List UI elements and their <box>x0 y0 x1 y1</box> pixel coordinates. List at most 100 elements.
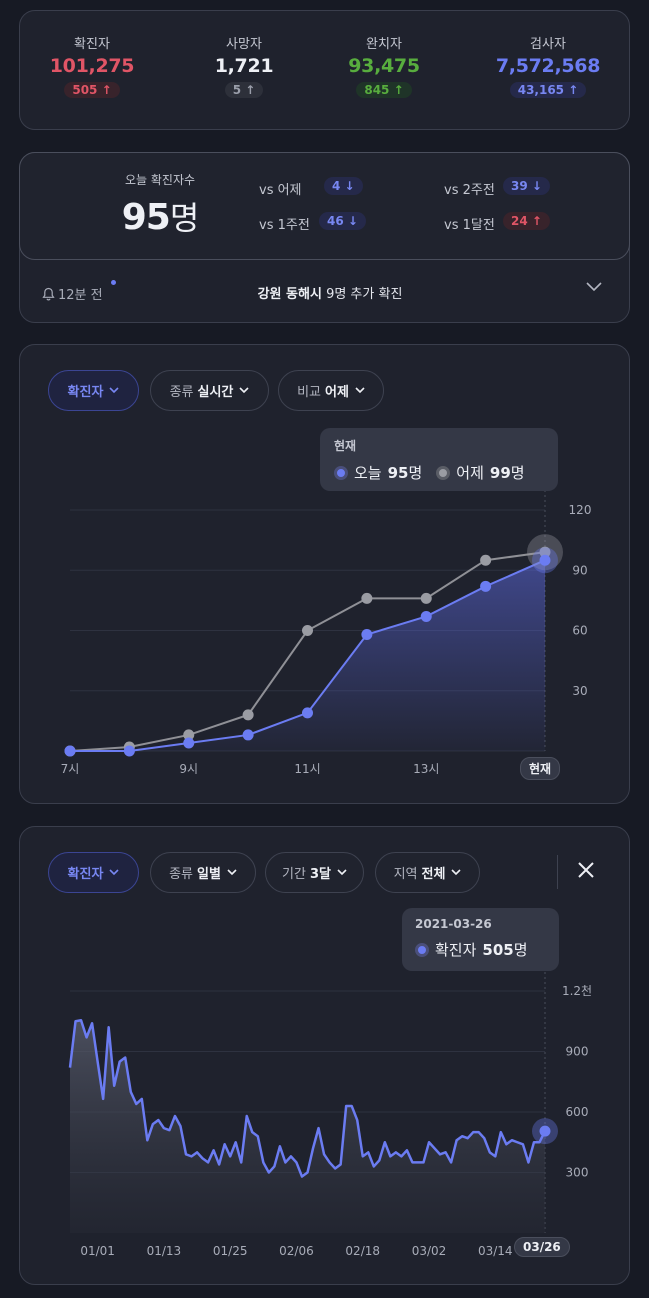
stat-recovered[interactable]: 완치자 93,475 845 ↑ <box>309 33 459 98</box>
compare-label-1week: vs 1주전 <box>259 218 310 233</box>
compare-badge-2weeks: 39 ↓ <box>503 177 550 195</box>
x-tick-label: 11시 <box>294 762 320 776</box>
stat-value: 7,572,568 <box>495 55 601 77</box>
hourly-tooltip: 현재 오늘 95 명 어제 99 명 <box>320 428 558 491</box>
today-point <box>480 580 492 592</box>
tooltip-title: 현재 <box>334 439 357 453</box>
y-tick-label: 60 <box>572 624 587 638</box>
x-axis-current-label: 03/26 <box>514 1237 570 1257</box>
compare-badge-yesterday: 4 ↓ <box>324 177 363 195</box>
stat-value: 93,475 <box>348 55 420 77</box>
tooltip-row: 오늘 95 명 어제 99 명 <box>334 462 544 483</box>
chevron-down-icon[interactable] <box>585 280 603 292</box>
chevron-down-icon <box>355 387 365 394</box>
yesterday-point <box>361 592 373 604</box>
news-time: 12분 전 <box>42 284 103 303</box>
filter-type-dropdown[interactable]: 종류 실시간 <box>150 370 269 411</box>
today-summary-card: 오늘 확진자수 95명 vs 어제 4 ↓ vs 2주전 39 ↓ vs 1주전… <box>19 152 630 323</box>
stat-tested[interactable]: 검사자 7,572,568 43,165 ↑ <box>473 33 623 98</box>
close-icon[interactable] <box>576 860 596 880</box>
stats-summary-card: 확진자 101,275 505 ↑ 사망자 1,721 5 ↑ 완치자 93,4… <box>19 10 630 130</box>
chevron-down-icon <box>109 869 120 876</box>
news-headline[interactable]: 강원 동해시 9명 추가 확진 <box>257 287 403 302</box>
stat-label: 완치자 <box>366 37 402 52</box>
today-point <box>183 737 195 749</box>
chevron-down-icon <box>239 387 249 394</box>
y-tick-label: 900 <box>566 1045 589 1059</box>
chevron-down-icon <box>337 869 347 876</box>
stat-delta-badge: 5 ↑ <box>224 82 264 98</box>
y-tick-label: 90 <box>572 563 587 577</box>
x-tick-label: 9시 <box>179 762 198 776</box>
y-tick-label: 600 <box>566 1105 589 1119</box>
x-tick-label: 01/01 <box>80 1244 115 1258</box>
hourly-line-chart[interactable]: 120 90 60 30 7시 9시 11시 13시 <box>20 345 631 805</box>
x-tick-label: 03/02 <box>412 1244 447 1258</box>
today-label: 오늘 확진자수 <box>124 173 196 187</box>
stat-value: 101,275 <box>49 55 135 77</box>
yesterday-point <box>302 625 313 636</box>
compare-label-yesterday: vs 어제 <box>259 183 302 198</box>
new-indicator-dot <box>111 280 116 285</box>
compare-badge-1week: 46 ↓ <box>319 212 366 230</box>
today-point <box>123 745 135 757</box>
daily-tooltip: 2021-03-26 확진자 505 명 <box>402 908 559 971</box>
daily-chart-card: 확진자 종류 일별 기간 3달 지역 전체 1.2천 900 600 300 01/01… <box>19 826 630 1285</box>
x-tick-label: 02/18 <box>345 1244 380 1258</box>
yesterday-point <box>539 546 551 558</box>
chevron-down-icon <box>451 869 461 876</box>
today-series-dot <box>334 465 348 480</box>
today-count-panel: 오늘 확진자수 95명 vs 어제 4 ↓ vs 2주전 39 ↓ vs 1주전… <box>19 152 630 260</box>
x-tick-label: 03/14 <box>478 1244 513 1258</box>
today-point <box>64 745 76 757</box>
stat-delta-badge: 505 ↑ <box>64 82 120 98</box>
arrow-up-icon: ↑ <box>568 83 579 97</box>
today-point <box>242 729 254 741</box>
x-tick-label: 02/06 <box>279 1244 314 1258</box>
arrow-down-icon: ↓ <box>347 214 358 228</box>
arrow-up-icon: ↑ <box>393 83 404 97</box>
stat-label: 사망자 <box>226 37 262 52</box>
filter-metric-dropdown[interactable]: 확진자 <box>48 370 139 411</box>
current-point <box>539 1125 551 1137</box>
x-axis-current-label: 현재 <box>520 757 561 780</box>
x-tick-label: 01/13 <box>147 1244 182 1258</box>
stat-value: 1,721 <box>214 55 274 77</box>
daily-line <box>68 1018 547 1178</box>
compare-label-2weeks: vs 2주전 <box>444 183 495 198</box>
hourly-chart-card: 확진자 종류 실시간 비교 어제 120 90 60 30 7시 9시 11시 13시 현재 … <box>19 344 630 804</box>
filter-period-dropdown[interactable]: 기간 3달 <box>265 852 364 893</box>
daily-area <box>70 1020 545 1233</box>
yesterday-point <box>242 709 254 721</box>
stat-label: 검사자 <box>530 37 566 52</box>
stat-label: 확진자 <box>74 37 110 52</box>
tooltip-row: 확진자 505 명 <box>415 939 546 960</box>
x-tick-label: 7시 <box>61 762 80 776</box>
today-point <box>539 554 551 566</box>
daily-area-chart[interactable]: 1.2천 900 600 300 01/01 01/13 01/25 02/06 02/18 03… <box>20 827 631 1286</box>
bell-icon <box>42 287 55 301</box>
filter-compare-dropdown[interactable]: 비교 어제 <box>278 370 384 411</box>
filter-region-dropdown[interactable]: 지역 전체 <box>375 852 480 893</box>
yesterday-series-dot <box>436 465 451 480</box>
filter-metric-dropdown[interactable]: 확진자 <box>48 852 139 893</box>
stat-confirmed[interactable]: 확진자 101,275 505 ↑ <box>17 33 167 98</box>
chevron-down-icon <box>109 387 120 394</box>
toolbar-divider <box>557 855 558 889</box>
x-tick-label: 13시 <box>413 762 439 776</box>
series-dot <box>415 942 429 957</box>
yesterday-point <box>420 592 432 604</box>
compare-label-1month: vs 1달전 <box>444 218 495 233</box>
filter-type-dropdown[interactable]: 종류 일별 <box>150 852 256 893</box>
stat-delta-badge: 845 ↑ <box>356 82 412 98</box>
x-tick-label: 01/25 <box>213 1244 248 1258</box>
stat-deaths[interactable]: 사망자 1,721 5 ↑ <box>169 33 319 98</box>
y-tick-label: 30 <box>572 684 587 698</box>
compare-badge-1month: 24 ↑ <box>503 212 550 230</box>
today-point <box>361 629 373 641</box>
today-point <box>302 707 313 719</box>
arrow-down-icon: ↓ <box>344 179 355 193</box>
yesterday-point <box>480 554 492 566</box>
chevron-down-icon <box>227 869 237 876</box>
arrow-down-icon: ↓ <box>531 179 542 193</box>
